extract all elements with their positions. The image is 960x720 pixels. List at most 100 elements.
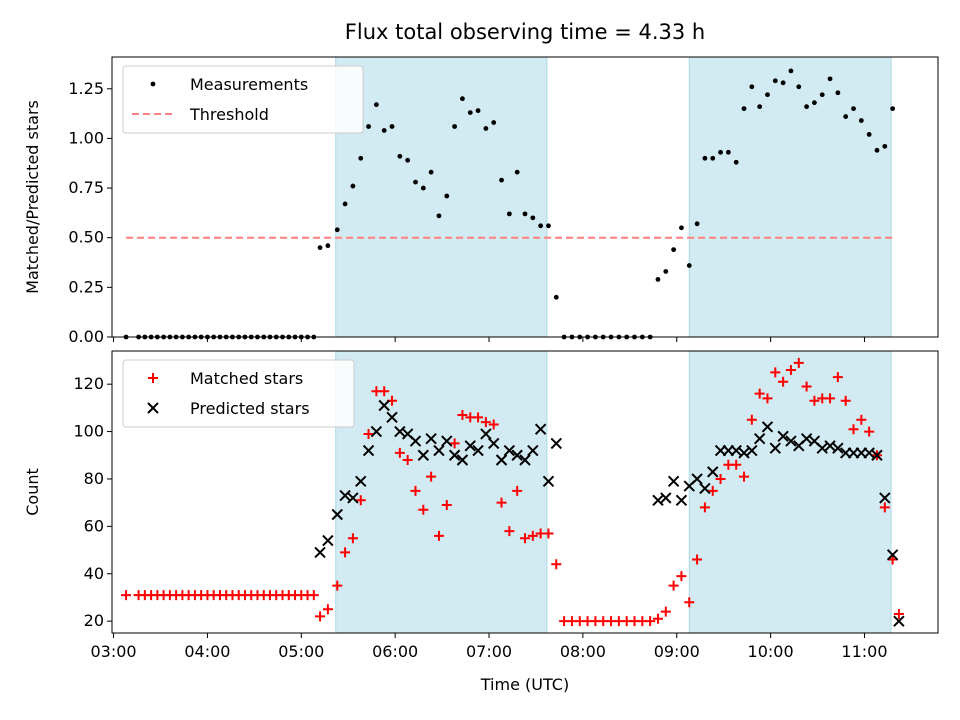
- data-point: [699, 482, 711, 495]
- data-point: [538, 223, 544, 229]
- data-point: [449, 438, 460, 449]
- x-tick-label: 04:00: [184, 642, 230, 661]
- y-tick-label: 0.25: [68, 277, 104, 296]
- data-point: [699, 502, 710, 513]
- data-point: [879, 492, 891, 504]
- data-point: [362, 444, 375, 457]
- y-tick-label: 120: [73, 374, 104, 393]
- data-point: [832, 442, 844, 454]
- data-point: [315, 611, 326, 622]
- data-point: [448, 449, 461, 461]
- data-point: [433, 530, 444, 541]
- data-point: [675, 494, 688, 507]
- data-point: [772, 78, 778, 84]
- data-point: [475, 108, 481, 114]
- data-point: [702, 155, 708, 161]
- data-point: [660, 492, 672, 504]
- data-point: [864, 426, 875, 437]
- data-point: [546, 223, 551, 229]
- legend-plus-swatch: [148, 373, 158, 383]
- data-point: [542, 475, 555, 488]
- data-point: [339, 489, 351, 502]
- data-point: [801, 381, 812, 392]
- data-point: [520, 533, 530, 544]
- data-point: [417, 449, 430, 461]
- y-tick-label: 1.25: [68, 79, 104, 98]
- data-point: [694, 221, 700, 227]
- data-point: [769, 442, 782, 454]
- data-point: [483, 126, 489, 131]
- shaded-interval: [688, 350, 892, 634]
- data-point: [761, 421, 774, 433]
- y-tick-label: 60: [84, 516, 104, 535]
- data-point: [473, 412, 484, 423]
- data-point: [373, 102, 379, 108]
- data-point: [457, 409, 468, 420]
- data-point: [796, 84, 802, 90]
- data-point: [441, 435, 453, 447]
- data-point: [522, 211, 528, 217]
- data-point: [692, 554, 703, 565]
- shaded-interval: [688, 56, 892, 338]
- data-point: [731, 459, 742, 470]
- x-tick-label: 07:00: [466, 642, 512, 661]
- x-tick-label: 05:00: [278, 642, 324, 661]
- data-point: [452, 124, 458, 129]
- data-point: [663, 269, 669, 274]
- data-point: [707, 485, 718, 496]
- data-point: [553, 294, 559, 300]
- data-point: [718, 149, 723, 155]
- x-tick-label: 08:00: [560, 642, 606, 661]
- data-point: [464, 440, 476, 452]
- data-point: [386, 411, 398, 424]
- legend-x-swatch: [147, 402, 159, 414]
- data-point: [668, 580, 679, 591]
- data-point: [733, 159, 739, 165]
- x-tick-label: 09:00: [654, 642, 700, 661]
- data-point: [308, 590, 319, 601]
- data-point: [874, 147, 880, 153]
- data-point: [527, 444, 539, 457]
- data-point: [785, 364, 796, 375]
- data-point: [765, 92, 770, 98]
- data-point: [503, 444, 516, 457]
- y-tick-label: 40: [84, 564, 104, 583]
- data-point: [347, 492, 359, 504]
- data-point: [527, 530, 538, 541]
- data-point: [495, 454, 508, 466]
- data-point: [780, 80, 786, 86]
- data-point: [378, 399, 390, 412]
- y-tick-label: 0.00: [68, 327, 104, 346]
- data-point: [707, 466, 719, 478]
- y-tick-label: 1.00: [68, 128, 104, 147]
- data-point: [652, 494, 664, 507]
- data-point: [425, 432, 437, 445]
- data-point: [410, 485, 421, 496]
- data-point: [848, 424, 859, 435]
- data-point: [816, 442, 828, 454]
- data-point: [819, 92, 825, 98]
- data-point: [778, 376, 789, 387]
- data-point: [753, 432, 766, 445]
- data-point: [871, 449, 883, 461]
- data-point: [840, 395, 851, 406]
- data-point: [325, 243, 331, 249]
- data-point: [322, 604, 333, 615]
- data-point: [543, 528, 554, 539]
- data-point: [715, 473, 726, 484]
- legend-box: [122, 359, 355, 428]
- x-axis-label: Time (UTC): [480, 675, 569, 694]
- y-axis-label: Count: [23, 468, 42, 516]
- data-point: [893, 615, 905, 627]
- data-point: [652, 613, 663, 624]
- data-point: [812, 100, 817, 106]
- axes-frame: [111, 56, 939, 338]
- y-tick-label: 20: [84, 611, 104, 630]
- data-point: [394, 447, 405, 458]
- data-point: [347, 533, 358, 544]
- data-point: [420, 185, 426, 191]
- axes-frame: [111, 350, 939, 634]
- data-point: [418, 504, 429, 515]
- data-point: [499, 177, 504, 183]
- data-point: [679, 225, 684, 231]
